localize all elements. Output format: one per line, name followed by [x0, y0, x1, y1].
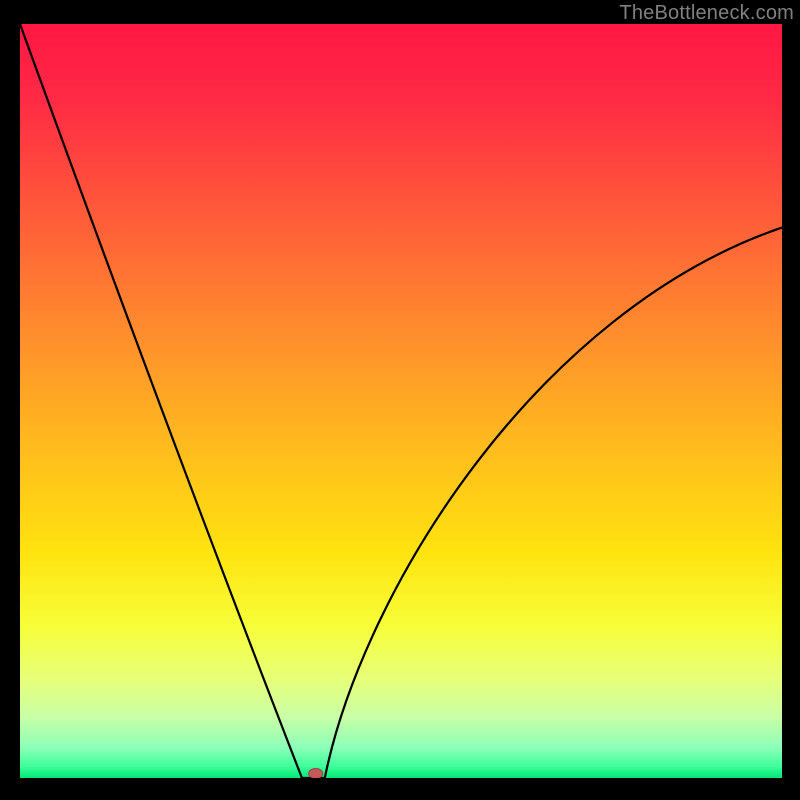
- watermark-text: TheBottleneck.com: [619, 2, 794, 25]
- gradient-background: [20, 24, 782, 778]
- plot-area: [20, 24, 782, 778]
- minimum-marker: [309, 768, 323, 778]
- plot-svg: [20, 24, 782, 778]
